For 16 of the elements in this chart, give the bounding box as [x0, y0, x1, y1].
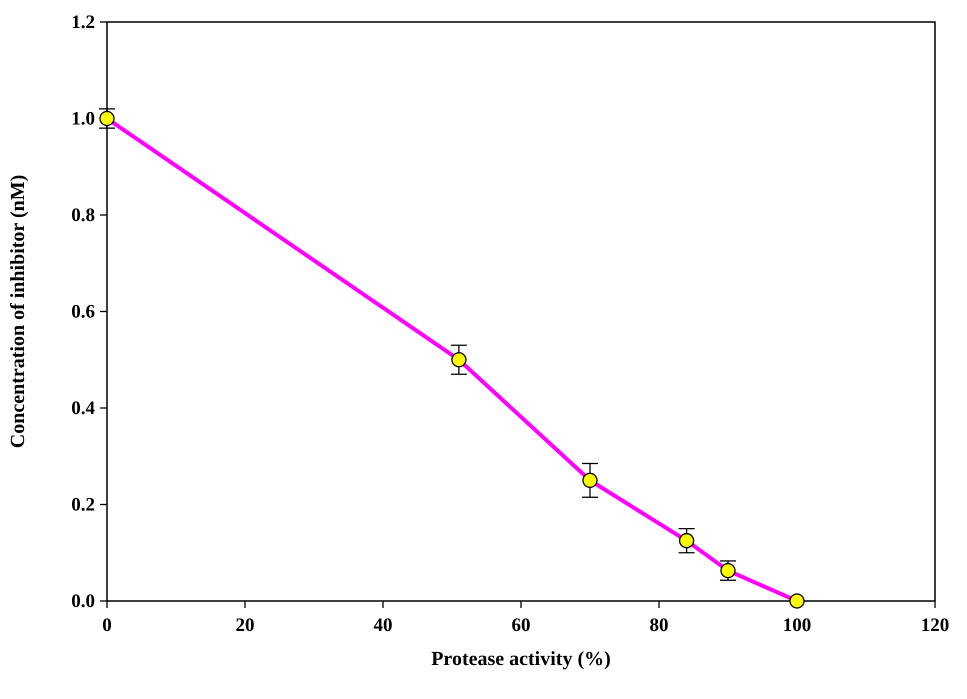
x-tick-label: 20 [236, 615, 254, 636]
x-tick-label: 120 [920, 615, 950, 636]
y-tick-label: 1.0 [71, 108, 95, 130]
y-axis-title: Concentration of inhibitor (nM) [7, 174, 29, 448]
y-tick-label: 0.2 [71, 494, 95, 516]
x-tick-label: 60 [512, 615, 530, 636]
x-tick-label: 100 [782, 615, 812, 636]
x-tick-label: 80 [650, 615, 668, 636]
x-tick-label: 40 [374, 615, 392, 636]
y-tick-label: 0.0 [71, 591, 95, 612]
y-tick-label: 0.4 [71, 398, 96, 419]
y-tick-label: 0.6 [71, 302, 95, 322]
x-axis-title: Protease activity (%) [431, 648, 611, 670]
x-tick-label: 0 [102, 615, 112, 636]
y-tick-label: 1.2 [71, 12, 95, 33]
y-tick-label: 0.8 [71, 205, 95, 226]
